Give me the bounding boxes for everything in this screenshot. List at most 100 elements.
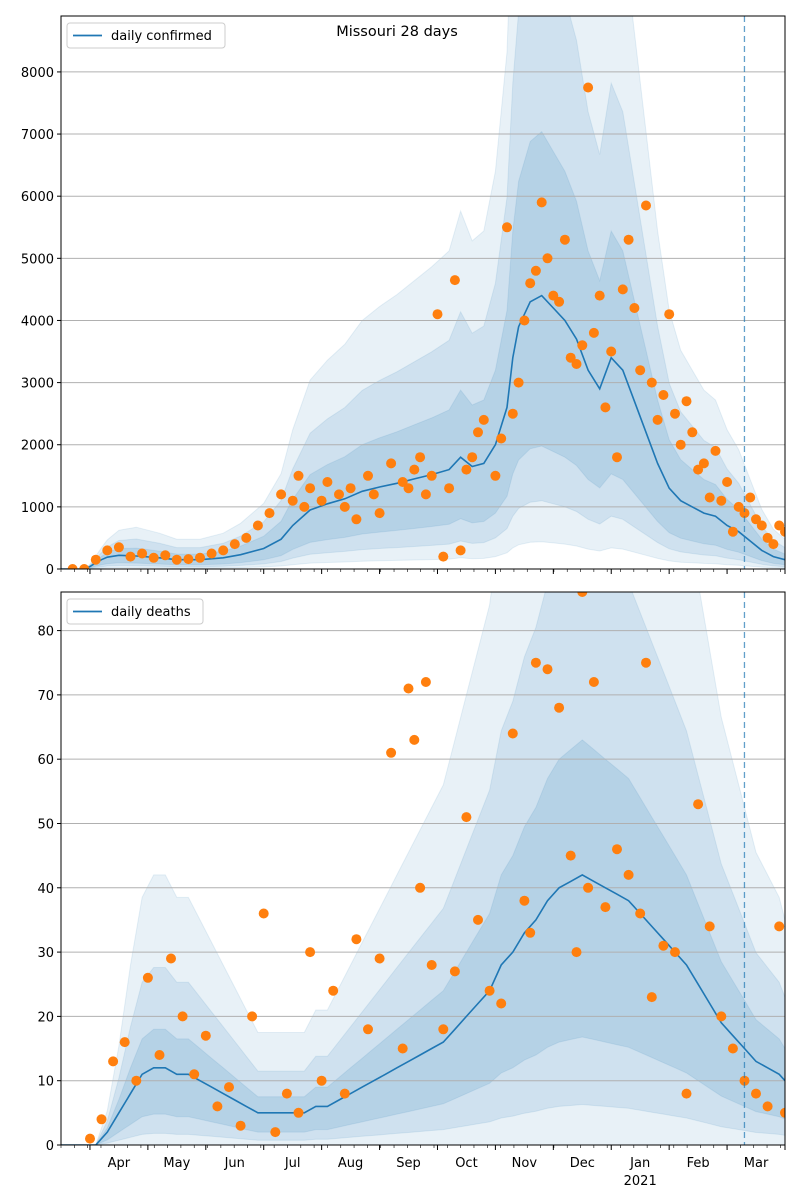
deaths-data-point <box>235 1120 246 1131</box>
deaths-axes-frame <box>60 591 786 1146</box>
confirmed-data-point <box>577 340 588 351</box>
deaths-ytick-label: 70 <box>37 689 54 704</box>
xtick-label-year: 2021 <box>624 1174 657 1189</box>
confirmed-data-point <box>565 352 576 363</box>
deaths-data-point <box>623 869 634 880</box>
deaths-data-point <box>177 1011 188 1022</box>
confirmed-data-point <box>681 396 692 407</box>
confirmed-data-point <box>299 501 310 512</box>
deaths-data-point <box>727 1043 738 1054</box>
xtick-label-month: Apr <box>108 1156 131 1171</box>
deaths-data-point <box>693 799 704 810</box>
confirmed-data-point <box>345 483 356 494</box>
confirmed-ytick-label: 0 <box>46 563 54 578</box>
deaths-data-point <box>108 1056 119 1067</box>
deaths-ytick-label: 10 <box>37 1075 54 1090</box>
xtick-label-month: Mar <box>744 1156 769 1171</box>
deaths-data-point <box>565 850 576 861</box>
confirmed-data-point <box>641 200 651 211</box>
confirmed-data-point <box>525 278 536 289</box>
confirmed-points <box>67 82 785 569</box>
deaths-data-point <box>166 953 176 964</box>
xtick-label-month: Sep <box>396 1156 421 1171</box>
deaths-data-point <box>403 683 414 694</box>
confirmed-data-point <box>368 489 379 500</box>
deaths-data-point <box>583 882 594 893</box>
figure-title: Missouri 28 days <box>336 24 458 40</box>
confirmed-data-point <box>646 377 657 388</box>
deaths-data-point <box>751 1088 761 1099</box>
deaths-data-point <box>200 1030 211 1041</box>
deaths-data-point <box>600 902 611 913</box>
confirmed-data-point <box>67 564 78 569</box>
confirmed-data-point <box>664 309 675 320</box>
deaths-data-point <box>351 934 362 945</box>
confirmed-data-point <box>670 408 680 419</box>
confirmed-data-point <box>623 234 634 245</box>
confirmed-ytick-label: 8000 <box>21 66 54 81</box>
confirmed-data-point <box>722 477 733 487</box>
deaths-data-point <box>426 960 437 970</box>
confirmed-data-point <box>687 427 698 438</box>
deaths-data-point <box>386 747 397 758</box>
confirmed-data-point <box>125 551 136 562</box>
confirmed-data-point <box>264 508 275 519</box>
deaths-data-point <box>774 921 785 932</box>
confirmed-data-point <box>606 346 617 357</box>
deaths-data-point <box>704 921 715 932</box>
confirmed-panel: 0 1000 2000 3000 4000 5000 6000 7000 8000 daily c… <box>21 15 786 578</box>
deaths-data-point <box>96 1114 107 1125</box>
deaths-data-point <box>85 1133 95 1144</box>
confirmed-data-point <box>559 234 570 245</box>
confirmed-data-point <box>316 495 327 506</box>
xtick-label-month: Feb <box>687 1156 710 1171</box>
deaths-data-point <box>571 947 582 958</box>
deaths-data-point <box>461 812 472 823</box>
deaths-legend-label: daily deaths <box>111 605 191 620</box>
deaths-data-point <box>270 1127 281 1138</box>
deaths-ytick-label: 0 <box>46 1139 54 1154</box>
confirmed-data-point <box>363 470 373 481</box>
deaths-data-point <box>316 1075 327 1086</box>
confirmed-ytick-label: 5000 <box>21 252 54 267</box>
deaths-bands <box>61 592 785 1145</box>
confirmed-data-point <box>432 309 443 320</box>
deaths-data-point <box>670 947 680 958</box>
confirmed-data-point <box>698 458 709 469</box>
confirmed-data-point <box>171 554 182 565</box>
confirmed-data-point <box>79 564 90 569</box>
confirmed-data-point <box>502 222 512 233</box>
deaths-data-point <box>716 1011 727 1022</box>
deaths-data-point <box>739 1075 750 1086</box>
deaths-data-point <box>658 940 669 951</box>
confirmed-data-point <box>542 253 553 264</box>
confirmed-ytick-label: 4000 <box>21 314 54 329</box>
confirmed-data-point <box>727 526 738 537</box>
confirmed-data-point <box>536 197 547 208</box>
xtick-label-month: Jan <box>629 1156 650 1171</box>
deaths-data-point <box>519 895 530 906</box>
deaths-data-point <box>420 677 431 687</box>
deaths-data-point <box>189 1069 200 1080</box>
deaths-data-point <box>409 734 420 745</box>
confirmed-data-point <box>293 470 304 481</box>
xtick-label-month: Jul <box>284 1156 301 1171</box>
deaths-data-point <box>363 1024 373 1035</box>
deaths-data-point <box>142 972 153 983</box>
deaths-ytick-label: 40 <box>37 882 54 897</box>
confirmed-legend: daily confirmed <box>66 22 226 49</box>
deaths-data-point <box>305 947 316 958</box>
deaths-band-1 <box>61 592 785 1145</box>
deaths-data-point <box>415 882 426 893</box>
deaths-data-point <box>681 1088 692 1099</box>
confirmed-data-point <box>612 452 622 463</box>
deaths-data-point <box>449 966 460 977</box>
confirmed-data-point <box>513 377 524 388</box>
confirmed-data-point <box>183 554 194 565</box>
deaths-data-point <box>328 985 339 996</box>
confirmed-data-point <box>617 284 628 295</box>
confirmed-data-point <box>467 452 478 463</box>
confirmed-data-point <box>455 545 466 556</box>
xtick-label-month: Aug <box>338 1156 363 1171</box>
deaths-legend-box <box>66 598 204 625</box>
